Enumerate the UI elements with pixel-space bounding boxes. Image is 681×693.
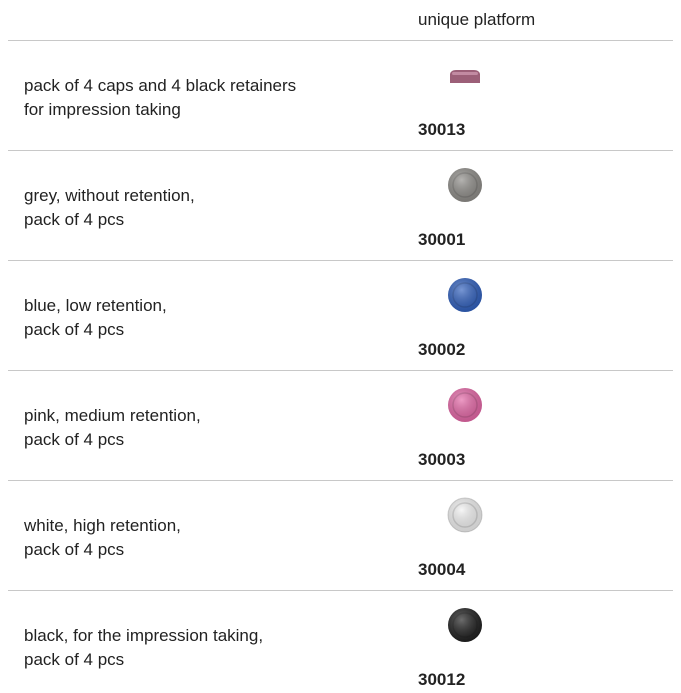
cap-rim <box>452 612 478 638</box>
cap-rim <box>452 172 478 198</box>
article-code: 30013 <box>418 120 466 139</box>
row-divider <box>8 40 673 41</box>
cap-rim <box>452 392 478 418</box>
article-code: 30001 <box>418 230 466 249</box>
article-code: 30003 <box>418 450 466 469</box>
description-line: for impression taking <box>24 100 181 119</box>
article-code: 30004 <box>418 560 466 579</box>
cap-rim <box>452 502 478 528</box>
row-divider <box>8 260 673 261</box>
cap-image <box>450 70 480 83</box>
cap-shading <box>448 278 482 312</box>
description-line: pack of 4 pcs <box>24 540 125 559</box>
cap-shading <box>448 388 482 422</box>
description-line: black, for the impression taking, <box>24 626 264 645</box>
article-code: 30002 <box>418 340 466 359</box>
row-divider <box>8 590 673 591</box>
row-divider <box>8 480 673 481</box>
cap-highlight <box>452 72 478 75</box>
description-line: white, high retention, <box>24 516 181 535</box>
cap-shading <box>448 498 482 532</box>
row-divider <box>8 150 673 151</box>
description-line: pink, medium retention, <box>24 406 201 425</box>
article-code: 30012 <box>418 670 466 689</box>
description-line: pack of 4 caps and 4 black retainers <box>24 76 297 95</box>
cap-shading <box>448 168 482 202</box>
description-line: pack of 4 pcs <box>24 210 125 229</box>
description-line: pack of 4 pcs <box>24 430 125 449</box>
column-title: unique platform <box>418 10 536 29</box>
description-line: pack of 4 pcs <box>24 320 125 339</box>
cap-rim <box>452 282 478 308</box>
description-line: pack of 4 pcs <box>24 650 125 669</box>
row-divider <box>8 370 673 371</box>
cap-shading <box>448 608 482 642</box>
description-line: blue, low retention, <box>24 296 167 315</box>
description-line: grey, without retention, <box>24 186 195 205</box>
